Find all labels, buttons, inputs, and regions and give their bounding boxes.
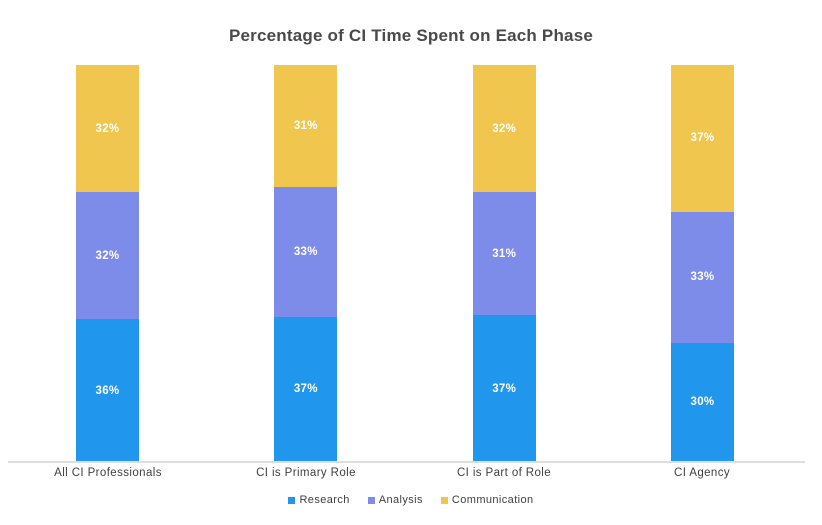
bars-row: 36% 32% 32% 37% 33% 31% 37% 31% 32% 30% 33% 37%	[76, 65, 734, 462]
legend-label-communication: Communication	[451, 494, 534, 506]
value-label: 36%	[95, 384, 120, 397]
value-label: 33%	[690, 271, 715, 284]
category-label-ci-agency: CI Agency	[673, 467, 731, 479]
chart-title: Percentage of CI Time Spent on Each Phas…	[228, 26, 594, 45]
value-label: 32%	[95, 249, 120, 262]
bar-segment-analysis: 33%	[670, 211, 734, 343]
legend-swatch-communication	[440, 496, 448, 504]
bar-segment-analysis: 33%	[274, 186, 338, 317]
bar-segment-research: 37%	[472, 315, 536, 462]
bar-ci-is-primary-role: 37% 33% 31%	[274, 65, 338, 462]
legend-swatch-research	[288, 496, 296, 504]
legend-item-analysis: Analysis	[367, 494, 423, 506]
bar-segment-communication: 37%	[670, 65, 734, 212]
bar-segment-research: 30%	[670, 342, 734, 462]
value-label: 32%	[492, 122, 517, 135]
value-label: 32%	[95, 122, 120, 135]
value-label: 37%	[492, 382, 517, 395]
legend-label-analysis: Analysis	[378, 494, 423, 506]
value-label: 33%	[293, 245, 318, 258]
bar-segment-communication: 31%	[274, 65, 338, 187]
bar-segment-analysis: 32%	[76, 192, 139, 320]
value-label: 31%	[492, 247, 517, 260]
category-label-all-ci-professionals: All CI Professionals	[54, 467, 162, 479]
legend-label-research: Research	[299, 494, 350, 506]
bar-ci-is-part-of-role: 37% 31% 32%	[472, 65, 536, 462]
plot-area: 36% 32% 32% 37% 33% 31% 37% 31% 32% 30% 33% 37%	[0, 65, 822, 463]
bar-segment-communication: 32%	[76, 65, 139, 193]
value-label: 37%	[690, 132, 715, 145]
bar-all-ci-professionals: 36% 32% 32%	[76, 65, 139, 462]
bar-segment-communication: 32%	[472, 65, 536, 193]
category-label-ci-is-primary-role: CI is Primary Role	[256, 467, 356, 479]
value-label: 30%	[690, 396, 715, 409]
x-axis-line	[8, 461, 805, 463]
legend-item-research: Research	[288, 494, 349, 506]
value-label: 37%	[293, 383, 318, 396]
bar-segment-research: 37%	[274, 316, 338, 462]
value-label: 31%	[293, 119, 318, 132]
category-labels-row: All CI Professionals CI is Primary Role CI…	[9, 467, 801, 479]
legend-swatch-analysis	[367, 496, 375, 504]
bar-segment-research: 36%	[76, 319, 139, 462]
legend-item-communication: Communication	[440, 494, 534, 506]
legend: Research Analysis Communication	[0, 494, 822, 506]
bar-ci-agency: 30% 33% 37%	[670, 65, 734, 462]
category-label-ci-is-part-of-role: CI is Part of Role	[456, 467, 552, 479]
bar-segment-analysis: 31%	[472, 192, 536, 316]
